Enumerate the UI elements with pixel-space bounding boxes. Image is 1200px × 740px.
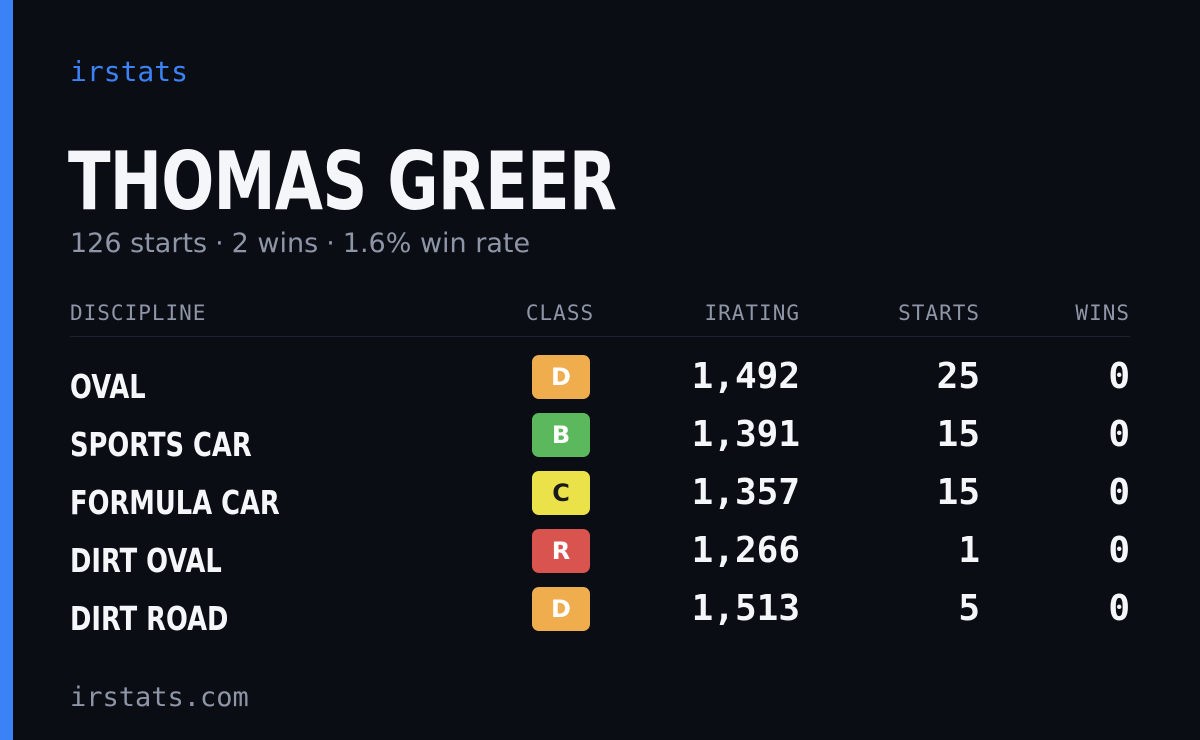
brand-logo: irstats (70, 55, 189, 88)
accent-bar (0, 0, 13, 740)
license-class-badge: D (532, 355, 590, 399)
discipline-table: DISCIPLINE CLASS IRATING STARTS WINS OVA… (70, 296, 1130, 643)
driver-summary: 126 starts · 2 wins · 1.6% win rate (70, 226, 530, 262)
discipline-name: DIRT ROAD (70, 599, 229, 638)
irating-value: 1,266 (691, 530, 800, 571)
starts-value: 15 (936, 414, 980, 455)
wins-value: 0 (1108, 472, 1130, 513)
driver-name: THOMAS GREER (68, 135, 617, 228)
starts-value: 5 (958, 588, 980, 629)
irating-value: 1,513 (691, 588, 800, 629)
wins-value: 0 (1108, 530, 1130, 571)
header-starts: STARTS (898, 301, 980, 325)
starts-value: 25 (936, 356, 980, 397)
summary-separator: · (326, 228, 335, 259)
discipline-name: FORMULA CAR (70, 483, 280, 522)
irating-value: 1,391 (691, 414, 800, 455)
table-row: DIRT OVAL R 1,266 1 0 (70, 527, 1130, 585)
irating-value: 1,492 (691, 356, 800, 397)
table-row: DIRT ROAD D 1,513 5 0 (70, 585, 1130, 643)
summary-separator: · (215, 228, 224, 259)
license-class-badge: R (532, 529, 590, 573)
discipline-name: SPORTS CAR (70, 425, 252, 464)
license-class-badge: D (532, 587, 590, 631)
table-row: OVAL D 1,492 25 0 (70, 353, 1130, 411)
starts-summary: 126 starts (70, 228, 208, 259)
header-irating: IRATING (704, 301, 800, 325)
license-class-badge: C (532, 471, 590, 515)
footer-url: irstats.com (70, 682, 249, 713)
discipline-name: DIRT OVAL (70, 541, 222, 580)
wins-value: 0 (1108, 356, 1130, 397)
starts-value: 15 (936, 472, 980, 513)
license-class-badge: B (532, 413, 590, 457)
irating-value: 1,357 (691, 472, 800, 513)
table-header: DISCIPLINE CLASS IRATING STARTS WINS (70, 296, 1130, 337)
header-class: CLASS (525, 301, 595, 325)
header-discipline: DISCIPLINE (70, 301, 207, 325)
wins-summary: 2 wins (231, 228, 319, 259)
starts-value: 1 (958, 530, 980, 571)
table-row: SPORTS CAR B 1,391 15 0 (70, 411, 1130, 469)
wins-value: 0 (1108, 588, 1130, 629)
header-wins: WINS (1075, 301, 1130, 325)
table-body: OVAL D 1,492 25 0 SPORTS CAR B 1,391 15 … (70, 353, 1130, 643)
table-row: FORMULA CAR C 1,357 15 0 (70, 469, 1130, 527)
winrate-summary: 1.6% win rate (342, 228, 531, 259)
discipline-name: OVAL (70, 367, 146, 406)
wins-value: 0 (1108, 414, 1130, 455)
